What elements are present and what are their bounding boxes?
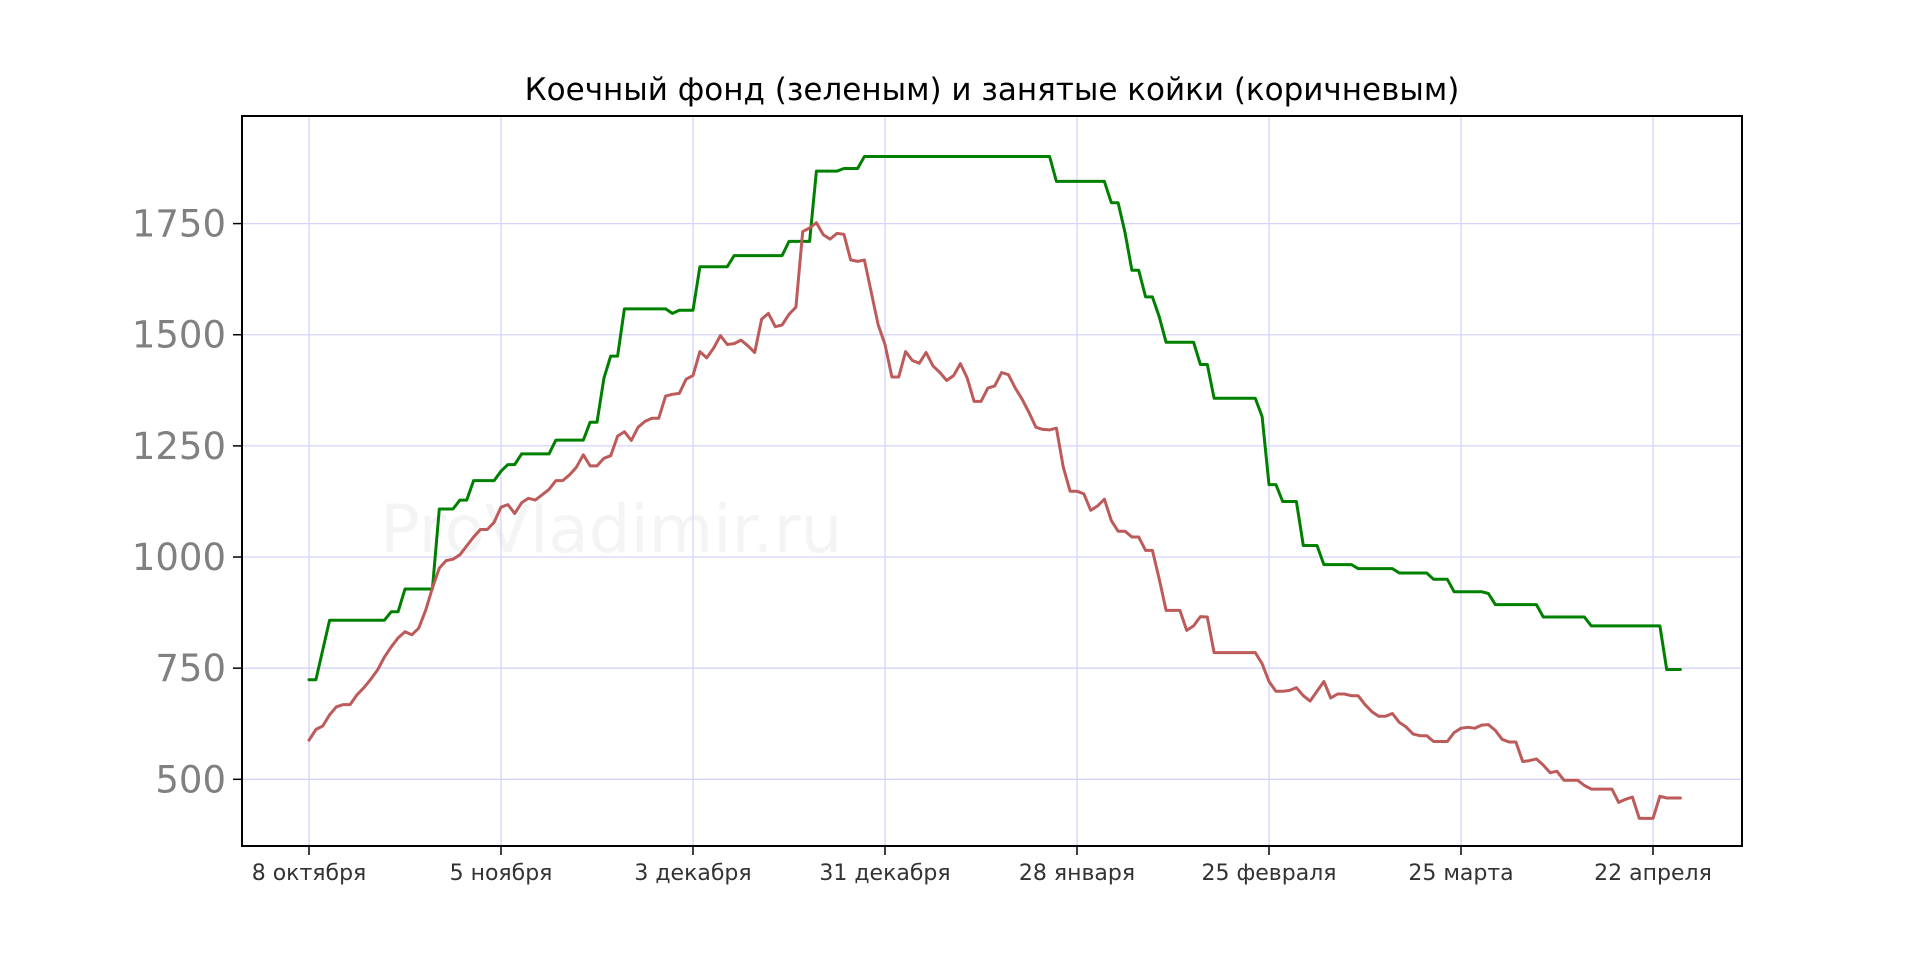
series-line-2: [307, 221, 1682, 820]
y-tick-label: 1000: [132, 536, 226, 579]
y-tick-label: 1250: [132, 425, 226, 468]
x-tick-label: 3 декабря: [634, 861, 751, 886]
x-tick-label: 25 февраля: [1201, 861, 1336, 886]
y-tick-label: 500: [155, 758, 226, 801]
y-tick-label: 1750: [132, 203, 226, 246]
chart-title: Коечный фонд (зеленым) и занятые койки (…: [525, 72, 1460, 108]
x-tick-label: 8 октября: [252, 861, 367, 886]
y-axis: 500 750 1000 1250 1500 1750: [132, 203, 242, 801]
series-line-1: [307, 155, 1682, 682]
grid: [242, 116, 1742, 846]
plot-frame: [241, 115, 1743, 847]
x-axis: 8 октября 5 ноября 3 декабря 31 декабря 28 я…: [252, 846, 1712, 886]
x-tick-label: 31 декабря: [819, 861, 950, 886]
y-tick-label: 1500: [132, 314, 226, 357]
y-tick-label: 750: [155, 647, 226, 690]
series-layer: [307, 155, 1682, 820]
x-tick-label: 5 ноября: [450, 861, 553, 886]
x-tick-label: 25 марта: [1408, 861, 1513, 886]
x-tick-label: 28 января: [1019, 861, 1135, 886]
x-tick-label: 22 апреля: [1594, 861, 1712, 886]
